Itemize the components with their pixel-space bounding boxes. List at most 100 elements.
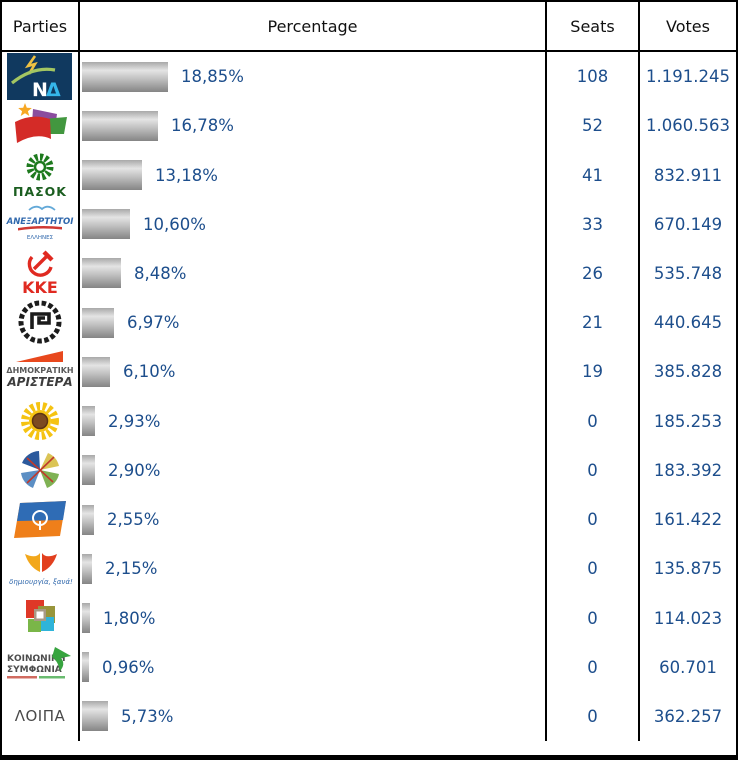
percentage-value: 1,80% [103, 608, 156, 628]
percentage-bar [82, 504, 94, 535]
koinoniki-text: ΚΟΙΝΩΝΙΚΗ [7, 654, 66, 664]
party-logo-cell: ΚΟΙΝΩΝΙΚΗ ΣΥΜΦΩΝΙΑ [2, 642, 80, 692]
table-row: 6,97% 21 440.645 [2, 298, 736, 348]
table-row: 2,90% 0 183.392 [2, 445, 736, 495]
votes-value: 114.023 [653, 608, 723, 628]
pasok-text: ΠΑΣΟΚ [13, 184, 67, 199]
percentage-bar [82, 160, 142, 191]
percentage-cell: 2,55% [80, 494, 547, 545]
table-row: ΚΟΙΝΩΝΙΚΗ ΣΥΜΦΩΝΙΑ 0,96% 0 60.701 [2, 642, 736, 692]
party-logo-cell [2, 445, 80, 495]
seats-value: 0 [547, 396, 640, 446]
table-header-row: Parties Percentage Seats Votes [2, 2, 736, 52]
votes-value: 1.191.245 [646, 67, 730, 87]
table-row: Ν Δ 18,85% 108 1.191.245 [2, 52, 736, 102]
percentage-bar [82, 110, 158, 141]
table-body: Ν Δ 18,85% 108 1.191.245 [2, 52, 736, 742]
percentage-cell: 5,73% [80, 691, 547, 742]
percentage-value: 13,18% [155, 165, 218, 185]
seats-value: 19 [547, 347, 640, 397]
percentage-cell: 6,97% [80, 298, 547, 348]
percentage-bar [82, 701, 108, 732]
percentage-value: 2,93% [108, 411, 161, 431]
percentage-value: 6,10% [123, 362, 176, 382]
percentage-value: 2,55% [107, 510, 160, 530]
party-logo-cell [2, 494, 80, 545]
table-row: ΠΑΣΟΚ 13,18% 41 832.911 [2, 150, 736, 200]
seats-value: 21 [547, 298, 640, 348]
percentage-value: 18,85% [181, 67, 244, 87]
others-label: ΛΟΙΠΑ [14, 707, 66, 726]
percentage-cell: 0,96% [80, 642, 547, 692]
votes-value: 135.875 [653, 559, 723, 579]
percentage-value: 8,48% [134, 263, 187, 283]
seats-value: 0 [547, 544, 640, 594]
percentage-cell: 2,90% [80, 445, 547, 495]
percentage-bar [82, 209, 130, 240]
percentage-value: 16,78% [171, 116, 234, 136]
votes-value: 535.748 [653, 263, 723, 283]
party-logo-cell [2, 101, 80, 151]
percentage-cell: 18,85% [80, 52, 547, 102]
democratic-alliance-flag-logo [14, 501, 66, 539]
header-votes: Votes [666, 16, 710, 36]
percentage-value: 5,73% [121, 706, 174, 726]
seats-value: 108 [547, 52, 640, 102]
social-agreement-sail-logo: ΚΟΙΝΩΝΙΚΗ ΣΥΜΦΩΝΙΑ [7, 646, 71, 679]
percentage-bar [82, 356, 110, 387]
percentage-cell: 13,18% [80, 150, 547, 200]
seats-value: 0 [547, 445, 640, 495]
votes-value: 161.422 [653, 510, 723, 530]
votes-value: 1.060.563 [646, 116, 730, 136]
votes-value: 60.701 [659, 657, 717, 677]
party-logo-cell [2, 396, 80, 446]
votes-value: 832.911 [653, 165, 723, 185]
votes-value: 183.392 [653, 460, 723, 480]
percentage-cell: 1,80% [80, 593, 547, 643]
percentage-cell: 2,15% [80, 544, 547, 594]
dimar-text: ΔΗΜΟΚΡΑΤΙΚΗ [6, 366, 73, 375]
table-row: 16,78% 52 1.060.563 [2, 101, 736, 151]
percentage-value: 10,60% [143, 214, 206, 234]
votes-value: 385.828 [653, 362, 723, 382]
header-parties: Parties [2, 2, 80, 50]
percentage-cell: 10,60% [80, 199, 547, 249]
table-row: ΚΚΕ 8,48% 26 535.748 [2, 248, 736, 299]
percentage-cell: 2,93% [80, 396, 547, 446]
party-logo-cell [2, 593, 80, 643]
header-seats: Seats [547, 2, 640, 50]
seats-value: 33 [547, 199, 640, 249]
party-logo-cell: δημιουργία, ξανά! [2, 544, 80, 594]
golden-dawn-meander-wreath-logo [18, 300, 62, 344]
votes-value: 185.253 [653, 411, 723, 431]
seats-value: 0 [547, 494, 640, 545]
seats-value: 0 [547, 691, 640, 742]
nd-letter-n: Ν [32, 79, 48, 100]
party-logo-cell [2, 298, 80, 348]
percentage-cell: 6,10% [80, 347, 547, 397]
percentage-bar [82, 652, 89, 683]
percentage-bar [82, 455, 95, 486]
pasok-sun-logo: ΠΑΣΟΚ [13, 153, 67, 199]
dimiourgia-xana-wings-logo: δημιουργία, ξανά! [9, 553, 73, 586]
seats-value: 26 [547, 248, 640, 299]
table-row: δημιουργία, ξανά! 2,15% 0 135.875 [2, 544, 736, 594]
anel-subtext: ΕΛΛΗΝΕΣ [27, 235, 54, 241]
percentage-bar [82, 307, 114, 338]
percentage-value: 2,90% [108, 460, 161, 480]
table-row: 1,80% 0 114.023 [2, 593, 736, 643]
party-logo-cell: ΔΗΜΟΚΡΑΤΙΚΗ ΑΡΙΣΤΕΡΑ [2, 347, 80, 397]
votes-value: 440.645 [653, 313, 723, 333]
percentage-bar [82, 553, 92, 584]
party-logo-cell: ΚΚΕ [2, 248, 80, 299]
percentage-cell: 8,48% [80, 248, 547, 299]
percentage-cell: 16,78% [80, 101, 547, 151]
kke-hammer-sickle-logo: ΚΚΕ [22, 250, 58, 297]
table-row: ΑΝΕΞΑΡΤΗΤΟΙ ΕΛΛΗΝΕΣ 10,60% 33 670.149 [2, 199, 736, 249]
party-logo-cell: ΠΑΣΟΚ [2, 150, 80, 200]
syriza-flags-logo [15, 103, 67, 144]
percentage-value: 6,97% [127, 313, 180, 333]
dimiourgia-text: δημιουργία, ξανά! [9, 578, 73, 586]
votes-value: 670.149 [653, 214, 723, 234]
